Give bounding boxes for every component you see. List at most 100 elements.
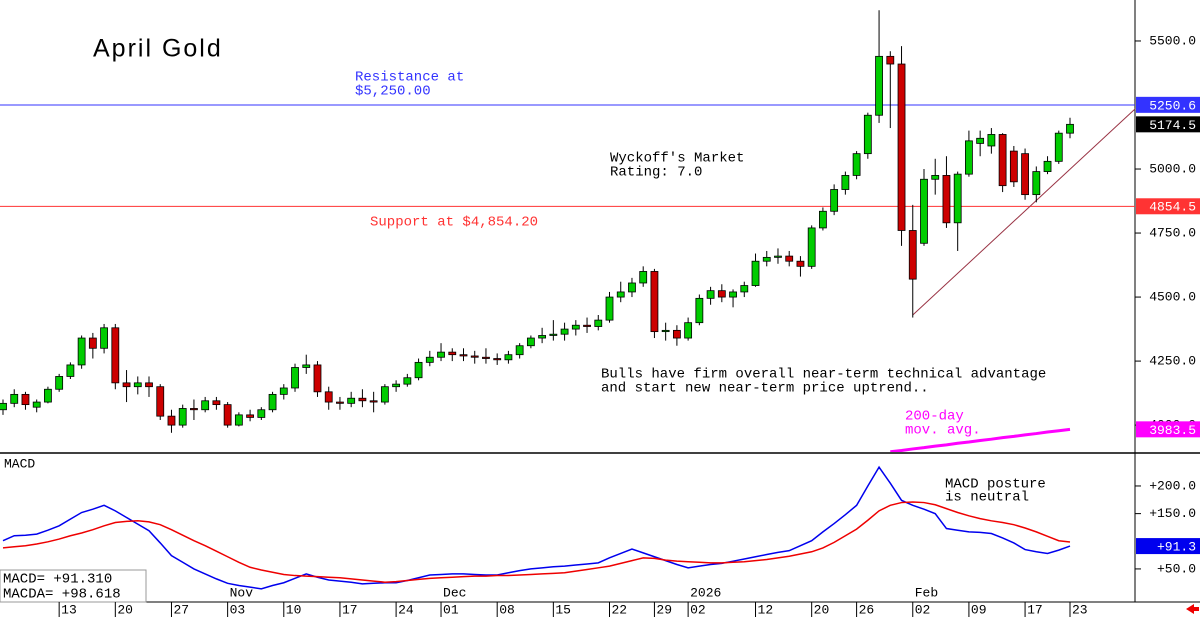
x-tick-label: 02 (915, 602, 931, 617)
macd-annotation: is neutral (945, 490, 1029, 506)
month-label: 2026 (690, 585, 721, 600)
x-tick-label: 17 (1027, 602, 1043, 617)
candle-body (77, 337, 86, 366)
candle-body (414, 361, 423, 379)
candle-body (886, 55, 895, 65)
candle-body (44, 388, 52, 403)
value-box-label: +91.3 (1157, 540, 1196, 555)
candle-body (560, 328, 569, 335)
candle-body (425, 356, 434, 363)
chart-title: April Gold (93, 35, 223, 63)
candle-body (571, 324, 580, 330)
x-tick-label: 23 (1072, 602, 1088, 617)
candle-body (392, 383, 401, 388)
candle-body (459, 354, 468, 357)
candle-body (504, 354, 513, 361)
candle-body (0, 402, 7, 411)
value-box-label: 5250.6 (1149, 98, 1196, 113)
candle-body (807, 227, 816, 267)
candle-body (717, 290, 726, 298)
value-box-label: 4854.5 (1149, 200, 1196, 215)
candle-body (1032, 171, 1041, 196)
candle-body (122, 382, 131, 388)
x-tick-label: 03 (230, 602, 246, 617)
candle-body (324, 391, 333, 403)
y-tick-label: +200.0 (1149, 478, 1196, 493)
x-tick-label: 20 (814, 602, 830, 617)
candle-body (448, 351, 457, 356)
value-box (1136, 96, 1200, 113)
candle-body (190, 408, 198, 411)
macd-line (2, 465, 1071, 590)
candle-body (201, 400, 210, 411)
candle-body (302, 364, 311, 368)
candle-body (774, 255, 782, 258)
x-tick-label: 13 (61, 602, 77, 617)
macd-annotation: MACD posture (945, 477, 1046, 493)
candle-body (976, 137, 985, 144)
candle-body (145, 382, 153, 388)
candle-body (706, 290, 715, 299)
y-tick-label: 4250.0 (1149, 354, 1196, 369)
x-tick-label: 15 (555, 602, 571, 617)
x-tick-label: 27 (173, 602, 189, 617)
candle-body (223, 404, 232, 426)
readout: MACD= +91.310 (3, 572, 112, 588)
candle-body (605, 296, 614, 321)
candle-body (751, 260, 760, 286)
trendline (912, 108, 1136, 316)
candle-body (526, 337, 535, 347)
candle-body (66, 364, 75, 377)
panel-title: MACD (4, 456, 35, 471)
candle-body (852, 153, 861, 176)
candle-body (785, 255, 794, 262)
candle-body (639, 271, 648, 284)
candle-body (257, 409, 266, 418)
candle-body (684, 322, 693, 339)
y-tick-label: 4500.0 (1149, 290, 1196, 305)
x-tick-label: 17 (342, 602, 358, 617)
candle-body (863, 114, 872, 155)
candle-body (897, 63, 906, 231)
y-tick-label: 5000.0 (1149, 161, 1196, 176)
candle-body (1066, 123, 1074, 134)
candle-body (796, 260, 805, 267)
candle-body (998, 134, 1007, 187)
candle-body (313, 364, 322, 393)
candle-body (437, 351, 445, 358)
candle-body (965, 140, 973, 175)
candle-body (875, 55, 883, 116)
candle-body (672, 329, 681, 339)
candle-body (1021, 153, 1029, 196)
candle-body (650, 271, 659, 333)
candle-body (830, 189, 839, 212)
candle-body (1054, 132, 1063, 162)
support-label: Support at $4,854.20 (370, 215, 538, 231)
x-tick-label: 09 (971, 602, 987, 617)
candle-body (953, 173, 962, 224)
value-box-label: 3983.5 (1149, 423, 1196, 438)
ma200-label: 200-day (905, 409, 964, 425)
candle-body (594, 319, 603, 327)
candle-body (729, 291, 737, 298)
candle-body (515, 345, 524, 356)
x-tick-label: 20 (117, 602, 133, 617)
candle-body (942, 175, 951, 224)
annotation: Wyckoff's Market (610, 151, 744, 167)
candle-body (740, 285, 749, 293)
candle-body (403, 377, 412, 385)
x-tick-label: 12 (758, 602, 774, 617)
candle-body (908, 230, 917, 280)
candle-body (32, 401, 41, 408)
candle-body (762, 256, 771, 262)
candle-body (931, 175, 940, 180)
candle-body (347, 397, 356, 404)
candle-body (279, 387, 288, 395)
ma200-label: mov. avg. (905, 423, 981, 439)
y-tick-label: +50.0 (1157, 561, 1196, 576)
scroll-arrow[interactable] (1186, 604, 1199, 614)
candle-body (1009, 150, 1018, 183)
value-box (1136, 116, 1200, 133)
ma200-line (890, 427, 1071, 452)
resistance-label: Resistance at (355, 70, 464, 86)
